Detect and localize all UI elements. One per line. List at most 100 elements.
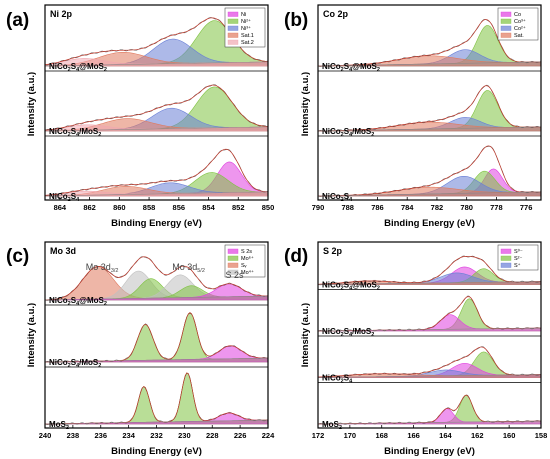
sample-label: NiCo2S4 (49, 192, 80, 203)
raw-data-line (45, 256, 268, 301)
legend-swatch (227, 25, 239, 31)
legend-swatch (500, 11, 512, 17)
background-line (45, 191, 268, 197)
spectrum-1 (318, 19, 541, 67)
legend-entry: S 2s (241, 249, 252, 255)
y-axis-label: Intensity (a.u.) (300, 72, 311, 136)
x-tick-label: 224 (262, 431, 275, 440)
sample-label: NiCo2S4@MoS2 (49, 296, 107, 307)
legend-swatch (227, 269, 239, 275)
legend-entry: S²⁻ (514, 256, 523, 262)
envelope-fit-line (318, 296, 541, 332)
x-tick-label: 170 (344, 431, 357, 440)
panel-letter: (b) (284, 10, 308, 31)
envelope-fit-line (318, 85, 541, 132)
plot-area (318, 255, 541, 425)
legend-entry: Mo⁶⁺ (241, 255, 254, 262)
panel-letter: (d) (284, 246, 308, 267)
panel-letter: (c) (6, 246, 29, 267)
x-axis: 172 170 168 166 164 162 160 158 (312, 425, 547, 440)
sample-label: NiCo2S4@MoS2 (322, 281, 380, 292)
sample-label: MoS2 (49, 420, 69, 431)
legend-swatch (227, 18, 239, 24)
plot-area (45, 256, 268, 425)
y-axis-label: Intensity (a.u.) (300, 303, 311, 367)
envelope-fit-line (45, 148, 268, 196)
sample-label: MoS2 (322, 420, 342, 431)
spectrum-3 (318, 145, 541, 197)
spectrum-2 (45, 84, 268, 132)
spectrum-4 (318, 394, 541, 425)
plot-area (45, 17, 268, 197)
x-axis: 240 238 236 234 232 230 228 226 224 (39, 425, 275, 440)
plot-frame (44, 4, 269, 201)
x-tick-label: 172 (312, 431, 325, 440)
legend-entry: Co²⁺ (514, 25, 526, 32)
legend-entry: Co³⁺ (514, 18, 526, 25)
legend-entry: Sᵥ (241, 263, 247, 269)
legend-entry: Co (514, 12, 521, 18)
panel-b: (b) Intensity (a.u.) Binding Energy (eV) Ni… (284, 4, 542, 229)
panel-title: S 2p (323, 246, 343, 256)
legend-swatch (227, 262, 239, 268)
background-line (318, 281, 541, 285)
x-tick-label: 238 (67, 431, 80, 440)
x-tick-label: 240 (39, 431, 52, 440)
x-tick-label: 230 (178, 431, 191, 440)
plot-area (318, 19, 541, 197)
y-axis-label: Intensity (a.u.) (26, 72, 37, 136)
spectrum-1 (318, 255, 541, 286)
legend-swatch (500, 18, 512, 24)
sample-label: NiCo2S4@MoS2 (322, 62, 380, 73)
panel-letter: (a) (6, 10, 29, 31)
x-tick-label: 856 (173, 203, 186, 212)
background-line (45, 419, 268, 425)
x-tick-label: 850 (262, 203, 275, 212)
peak-annotation: S 2s (226, 270, 245, 280)
envelope-fit-line (318, 255, 541, 285)
legend-entry: Ni (241, 12, 246, 18)
legend-entry: Mo⁴⁺ (241, 269, 254, 276)
legend-swatch (500, 248, 512, 254)
legend-swatch (500, 32, 512, 38)
legend-entry: S⁺ (514, 262, 521, 269)
x-tick-label: 778 (490, 203, 503, 212)
spectrum-2 (318, 295, 541, 332)
x-tick-label: 228 (206, 431, 219, 440)
x-axis-label: Binding Energy (eV) (111, 218, 202, 229)
raw-data-line (318, 346, 541, 378)
x-tick-label: 860 (113, 203, 126, 212)
spectrum-3 (45, 148, 268, 197)
raw-data-line (45, 149, 268, 197)
x-tick-label: 852 (232, 203, 245, 212)
y-axis-label: Intensity (a.u.) (26, 303, 37, 367)
envelope-fit-line (318, 145, 541, 197)
background-line (318, 191, 541, 197)
raw-data-line (45, 373, 268, 425)
background-line (318, 126, 541, 132)
peak-component (318, 394, 541, 425)
legend-swatch (227, 11, 239, 17)
panel-title: Co 2p (323, 9, 349, 19)
x-tick-label: 236 (94, 431, 107, 440)
sample-label: NiCo2S4/MoS2 (322, 127, 374, 138)
legend-entry: Sat. (514, 33, 524, 39)
raw-data-line (318, 295, 541, 332)
panel-d: (d) Intensity (a.u.) Binding Energy (eV) Ni… (284, 241, 547, 457)
x-tick-label: 854 (202, 203, 215, 212)
spectrum-3 (318, 346, 541, 378)
legend-entry: S⁰⁻ (514, 248, 523, 255)
x-tick-label: 786 (371, 203, 384, 212)
x-tick-label: 780 (460, 203, 473, 212)
peak-annotation: Mo 3d5/2 (172, 262, 205, 274)
x-tick-label: 858 (143, 203, 156, 212)
legend: S⁰⁻S²⁻S⁺ (497, 244, 539, 271)
sample-label: NiCo2S4 (322, 374, 353, 385)
x-tick-label: 232 (150, 431, 163, 440)
legend-swatch (500, 255, 512, 261)
x-tick-label: 790 (312, 203, 325, 212)
sample-label: NiCo2S4 (322, 192, 353, 203)
